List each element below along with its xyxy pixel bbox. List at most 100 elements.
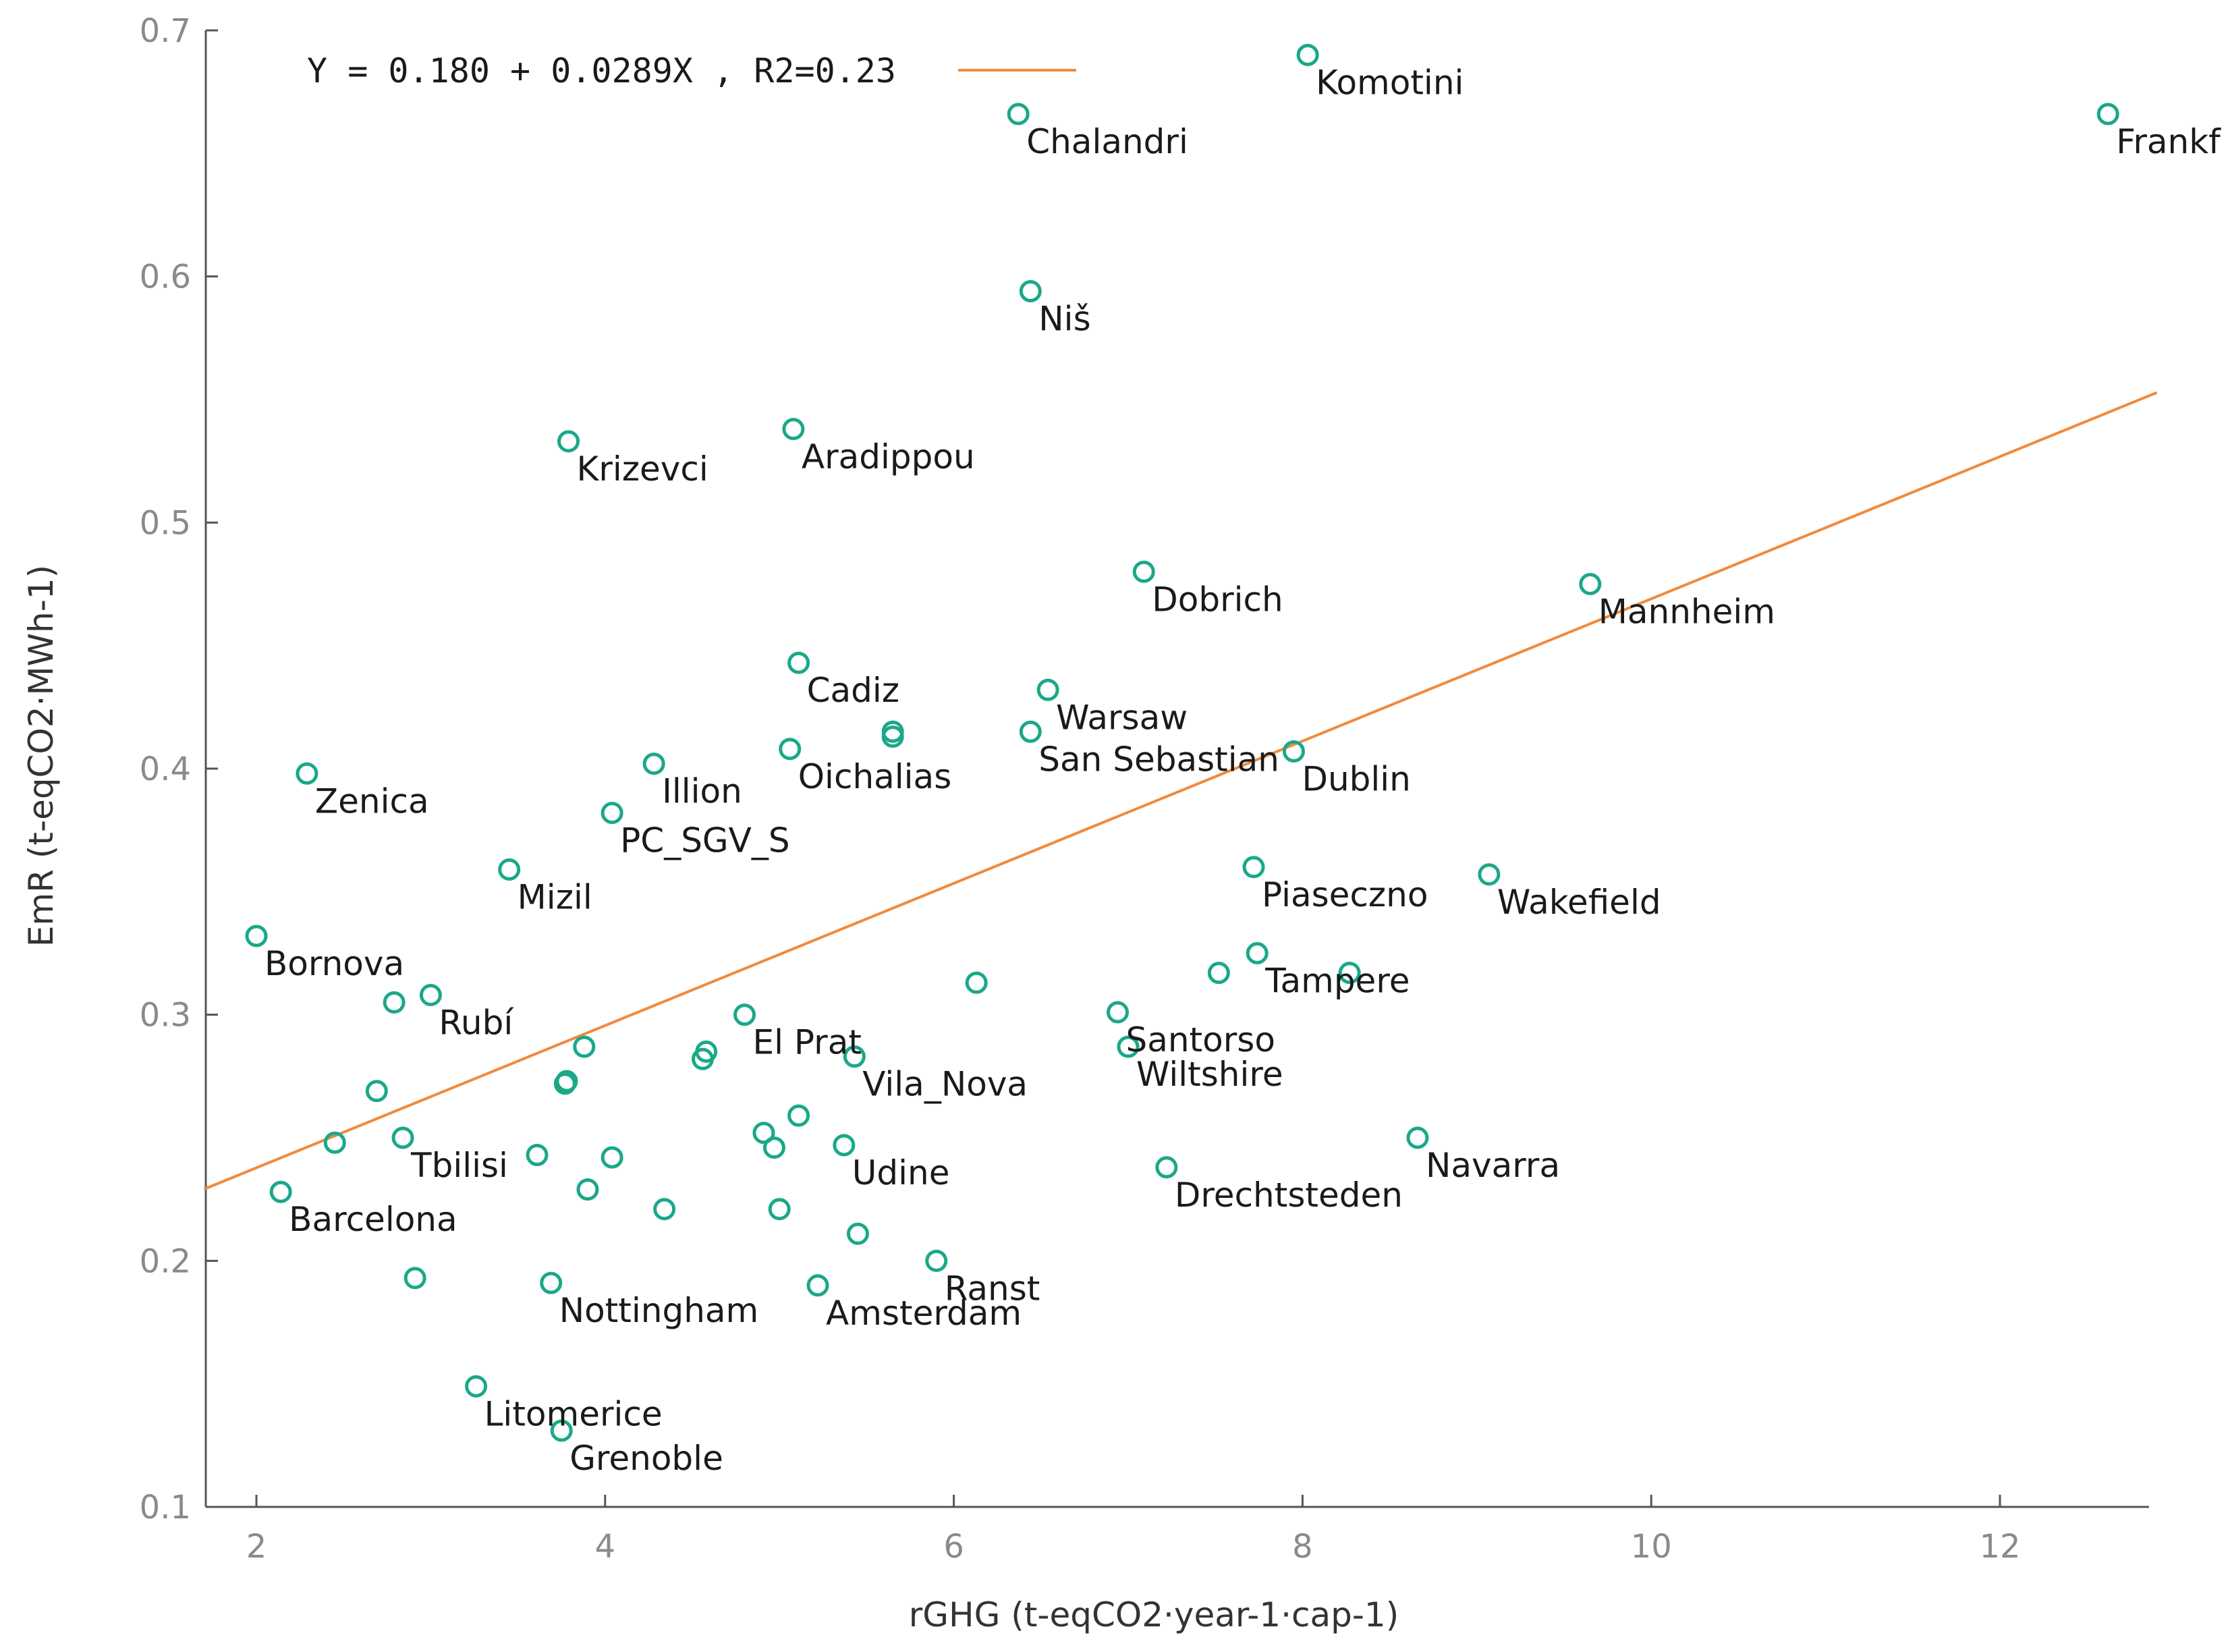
point-label: Litomerice [484, 1394, 663, 1433]
data-point [2096, 103, 2119, 126]
point-label: Oichalias [798, 757, 952, 796]
y-tick-label: 0.4 [140, 750, 191, 788]
regression-line [203, 391, 2158, 1190]
y-tick-label: 0.3 [140, 997, 191, 1035]
data-point [752, 1122, 775, 1145]
data-point [1132, 560, 1155, 583]
data-point [1406, 1126, 1429, 1149]
point-label: Barcelona [289, 1200, 457, 1239]
data-point [653, 1198, 676, 1221]
point-label: Tampere [1264, 962, 1410, 1001]
data-point [782, 418, 805, 441]
point-label: Mannheim [1598, 593, 1775, 632]
data-point [296, 762, 318, 785]
data-point [806, 1274, 829, 1297]
data-point [846, 1222, 869, 1245]
point-label: Santorso [1125, 1020, 1275, 1059]
data-point [1478, 863, 1501, 886]
data-point [787, 651, 810, 674]
point-label: Dobrich [1152, 580, 1283, 619]
y-tick-label: 0.1 [140, 1489, 191, 1526]
y-tick-label: 0.7 [140, 12, 191, 50]
data-point [1296, 43, 1319, 66]
data-point [1036, 678, 1059, 701]
point-label: Chalandri [1026, 122, 1188, 161]
point-label: Navarra [1426, 1146, 1560, 1185]
data-point [1246, 942, 1269, 964]
fit-line [203, 391, 2158, 1190]
data-point [1338, 962, 1361, 985]
point-label: Nottingham [559, 1291, 759, 1330]
legend-fit-label: Y = 0.180 + 0.0289X , R2=0.23 [307, 51, 896, 90]
data-point [925, 1249, 948, 1272]
point-label: Krizevci [577, 449, 708, 489]
data-point [1282, 740, 1305, 763]
point-label: Tbilisi [410, 1146, 508, 1185]
point-label: Ranst [945, 1269, 1040, 1308]
x-tick-label: 6 [943, 1528, 964, 1566]
axes: 2 4 6 8 10 12 0.1 0.2 0.3 0.4 0.5 0.6 0.7 [140, 12, 2149, 1566]
point-label: Cadiz [807, 671, 899, 710]
point-labels: Komotini Chalandri Frankf Niš Aradippou Krize… [264, 63, 2221, 1477]
data-point [1019, 720, 1042, 743]
data-point [383, 991, 406, 1014]
data-point [733, 1003, 756, 1026]
data-point [601, 1146, 623, 1169]
point-label: Zenica [315, 781, 429, 821]
point-label: Mizil [518, 878, 592, 917]
point-label: Aradippou [802, 437, 975, 476]
point-label: Piaseczno [1262, 875, 1428, 914]
point-label: Grenoble [569, 1439, 723, 1478]
point-label: El Prat [753, 1023, 862, 1062]
data-point [1007, 103, 1030, 126]
data-point [692, 1047, 715, 1070]
data-points [245, 43, 2119, 1442]
data-point [553, 1072, 576, 1095]
point-label: Drechtsteden [1175, 1176, 1403, 1215]
point-label: Frankf [2116, 122, 2221, 161]
data-point [1155, 1156, 1178, 1179]
data-point [557, 430, 580, 453]
point-label: Wakefield [1497, 883, 1661, 922]
data-point [573, 1035, 596, 1058]
data-point [965, 971, 988, 994]
data-point [833, 1134, 856, 1157]
point-label: San Sebastian [1038, 740, 1279, 779]
y-axis-title: EmR (t-eqCO2·MWh-1) [22, 565, 61, 947]
point-label: Illion [662, 772, 742, 811]
data-point [269, 1180, 292, 1203]
data-point [540, 1271, 563, 1294]
data-point [1579, 573, 1602, 595]
data-point [498, 858, 521, 881]
data-point [762, 1136, 785, 1159]
data-point [881, 725, 904, 748]
data-point [576, 1178, 599, 1201]
legend: Y = 0.180 + 0.0289X , R2=0.23 [307, 51, 1076, 90]
point-label: PC_SGV_S [620, 821, 790, 860]
data-point [1019, 280, 1042, 303]
y-tick-label: 0.5 [140, 504, 191, 542]
x-axis-title: rGHG (t-eqCO2·year-1·cap-1) [909, 1595, 1399, 1634]
y-tick-label: 0.6 [140, 258, 191, 296]
data-point [779, 738, 802, 761]
x-tick-label: 12 [1979, 1528, 2020, 1566]
point-label: Rubí [439, 1003, 514, 1042]
y-tick-label: 0.2 [140, 1242, 191, 1280]
data-point [526, 1144, 549, 1167]
point-label: Niš [1038, 300, 1090, 339]
data-point [1117, 1035, 1140, 1058]
data-point [1207, 962, 1230, 985]
point-label: Udine [852, 1153, 950, 1192]
data-point [1106, 1001, 1129, 1024]
data-point [550, 1419, 573, 1442]
data-point [245, 925, 268, 947]
data-point [642, 752, 665, 775]
x-tick-label: 4 [595, 1528, 616, 1566]
data-point [365, 1080, 388, 1103]
data-point [403, 1267, 426, 1290]
x-tick-label: 8 [1292, 1528, 1313, 1566]
point-label: Bornova [264, 944, 404, 983]
data-point [465, 1375, 488, 1398]
point-label: Komotini [1316, 63, 1464, 102]
